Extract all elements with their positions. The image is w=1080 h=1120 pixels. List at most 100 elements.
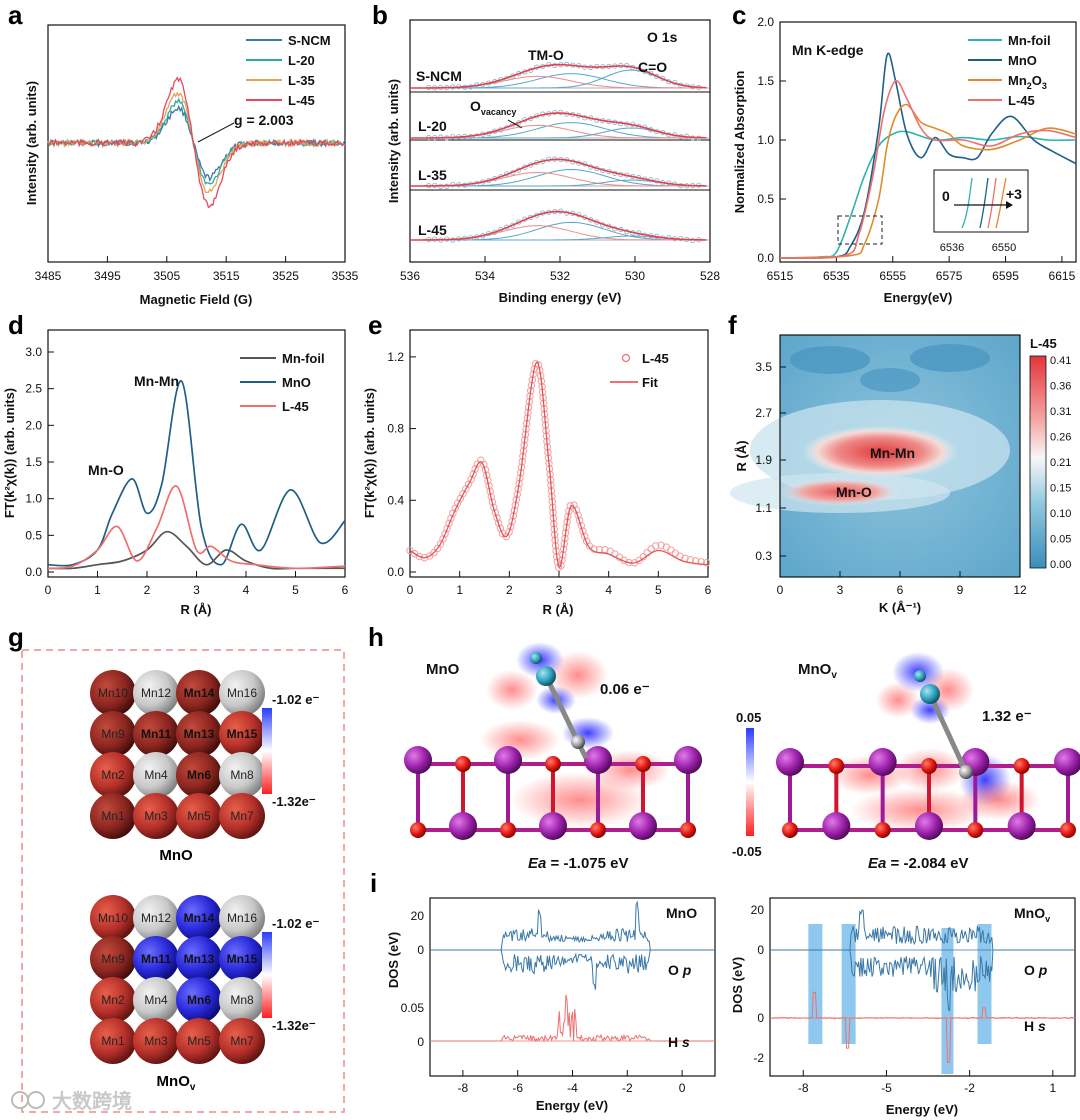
dos-right-xtick-label: -8 (798, 1081, 809, 1095)
plot-frame-e (409, 329, 709, 578)
panel-h: h MnO MnOv 0.06 e⁻ 1. (368, 622, 1080, 872)
xps-envelope (410, 63, 707, 89)
exafs-data-point (508, 517, 516, 526)
colorbar-tick-label: 0.26 (1050, 432, 1071, 444)
o-atom (1060, 822, 1076, 838)
dos-right-xtick-label: -5 (881, 1081, 892, 1095)
dos-right-xtick-label: 1 (1049, 1081, 1056, 1095)
x-tick-label-e: 4 (605, 583, 612, 597)
legend-item-fit: Fit (642, 375, 659, 390)
watermark: 大数跨境 (11, 1089, 132, 1113)
charge-transfer-mno: 0.06 e⁻ (600, 681, 650, 698)
x-tick-label-f: 9 (957, 583, 964, 597)
atom-sphere-mn1 (90, 1018, 136, 1064)
xanes-series (779, 52, 1077, 259)
colorbar-tick-label: 0.15 (1050, 483, 1071, 495)
y-axis-label-c: Normalized Absorption (732, 71, 747, 214)
x-tick-label-c: 6515 (767, 269, 794, 283)
inset-label-plus3: +3 (1006, 186, 1022, 202)
mno-adsorption-structure (404, 642, 702, 840)
atom-sphere-mn12 (133, 895, 179, 941)
panel-e: e 0 1 2 3 4 5 6 0.0 0.4 0.8 1.2 L-45 Fit R (Å) FT(… (362, 310, 712, 617)
atom-label-mn5: Mn5 (187, 1034, 211, 1048)
xps-envelope (410, 158, 707, 187)
legend-item-mn-foil: Mn-foil (1008, 33, 1051, 48)
atom-sphere-mn8 (219, 752, 265, 798)
charge-scale-top-max: -1.02 e⁻ (272, 692, 319, 707)
dos-right-xlabel: Energy (eV) (886, 1102, 958, 1117)
x-tick-label-e: 5 (655, 583, 662, 597)
x-tick-label-a: 3485 (35, 269, 62, 283)
x-tick-label-f: 6 (897, 583, 904, 597)
sample-label-l-35: L-35 (418, 167, 447, 183)
dos-right-ytick-20: 20 (751, 903, 765, 917)
x-tick-label-e: 2 (506, 583, 513, 597)
ft-exafs-series (47, 380, 346, 570)
y-tick-label-e: 1.2 (387, 350, 404, 364)
dos-highlight-band (841, 924, 856, 1044)
dos-right-hs: H s (1024, 1018, 1046, 1034)
dos-mnov-curves (769, 909, 1076, 1074)
exafs-data-point (507, 523, 515, 531)
ft-curve-l-45 (47, 485, 346, 570)
x-tick-label-b: 532 (550, 269, 570, 283)
atom-sphere-mn10 (90, 670, 136, 716)
y-tick-label-e: 0.4 (387, 493, 404, 507)
exafs-data-point (441, 530, 449, 538)
mn-atom (449, 812, 477, 840)
panel-label-a: a (8, 0, 23, 30)
dos-left-xtick-label: -4 (567, 1081, 578, 1095)
x-tick-label-d: 3 (193, 583, 200, 597)
atom-label-mn13: Mn13 (184, 952, 215, 966)
atom-label-mn10: Mn10 (98, 686, 128, 700)
mnov-caption: MnOv (157, 1073, 196, 1093)
colorbar-tick-label: 0.00 (1050, 559, 1071, 571)
atom-label-mn1: Mn1 (101, 809, 125, 823)
c-atom-small (914, 670, 926, 682)
y-axis-label-d: FT(k²χ(k)) (arb. units) (2, 388, 17, 518)
x-tick-label-e: 6 (705, 583, 712, 597)
x-tick-label-d: 6 (342, 583, 349, 597)
x-ticks-b: 536 534 532 530 528 (400, 256, 720, 283)
o-atom (1013, 758, 1030, 774)
inset-tick-6536: 6536 (940, 242, 964, 254)
mn-atom (539, 812, 567, 840)
plot-frame-c (779, 21, 1077, 263)
colorbar-ticks: 0.41 0.36 0.31 0.26 0.21 0.15 0.10 0.05 0.00 (1050, 355, 1071, 571)
y-axis-label-b: Intensity (arb. units) (386, 79, 401, 203)
atom-label-mn13: Mn13 (184, 727, 215, 741)
atom-sphere-mn13 (176, 936, 222, 982)
ea-mno: Ea = -1.075 eV (528, 855, 629, 872)
o-atom (782, 822, 798, 838)
atom-sphere-mn10 (90, 895, 136, 941)
x-tick-label-c: 6595 (992, 269, 1019, 283)
axes-ticks-f: 0 3 6 9 12 3.5 2.7 1.9 1.1 0.3 (755, 360, 1027, 597)
y-tick-label-d: 2.5 (25, 382, 42, 396)
atom-label-mn1: Mn1 (101, 1034, 125, 1048)
colorbar-title: L-45 (1030, 336, 1057, 351)
o-atom (874, 822, 891, 838)
exafs-fit-curve (409, 361, 709, 568)
atom-label-mn9: Mn9 (101, 727, 125, 741)
x-tick-label-f: 12 (1013, 583, 1027, 597)
legend-item-l-45-d: L-45 (282, 399, 309, 414)
peak-label-mn-mn: Mn-Mn (134, 373, 179, 389)
dos-right-op: O p (1024, 962, 1048, 978)
exafs-data-point (415, 552, 423, 561)
dos-op-spin-down-r (770, 949, 1075, 1012)
mn-atom (822, 812, 851, 840)
inset-tick-6550: 6550 (992, 242, 1016, 254)
dos-left-xlabel: Energy (eV) (536, 1098, 608, 1113)
colorbar-tick-label: 0.21 (1050, 457, 1071, 469)
exafs-data-point (652, 542, 660, 550)
dos-left-ytick-0b: 0 (417, 1035, 424, 1049)
dos-mno-curves (430, 900, 715, 1043)
cd-scale-min: -0.05 (732, 844, 762, 859)
exafs-data-point (667, 546, 675, 554)
exafs-data-point (657, 541, 665, 549)
atom-sphere-mn3 (133, 1018, 179, 1064)
dos-left-xtick-label: -2 (622, 1081, 633, 1095)
o-vacancy-label: Ovacancy (470, 98, 516, 117)
mno-caption: MnO (159, 847, 193, 864)
x-tick-label-a: 3495 (94, 269, 121, 283)
